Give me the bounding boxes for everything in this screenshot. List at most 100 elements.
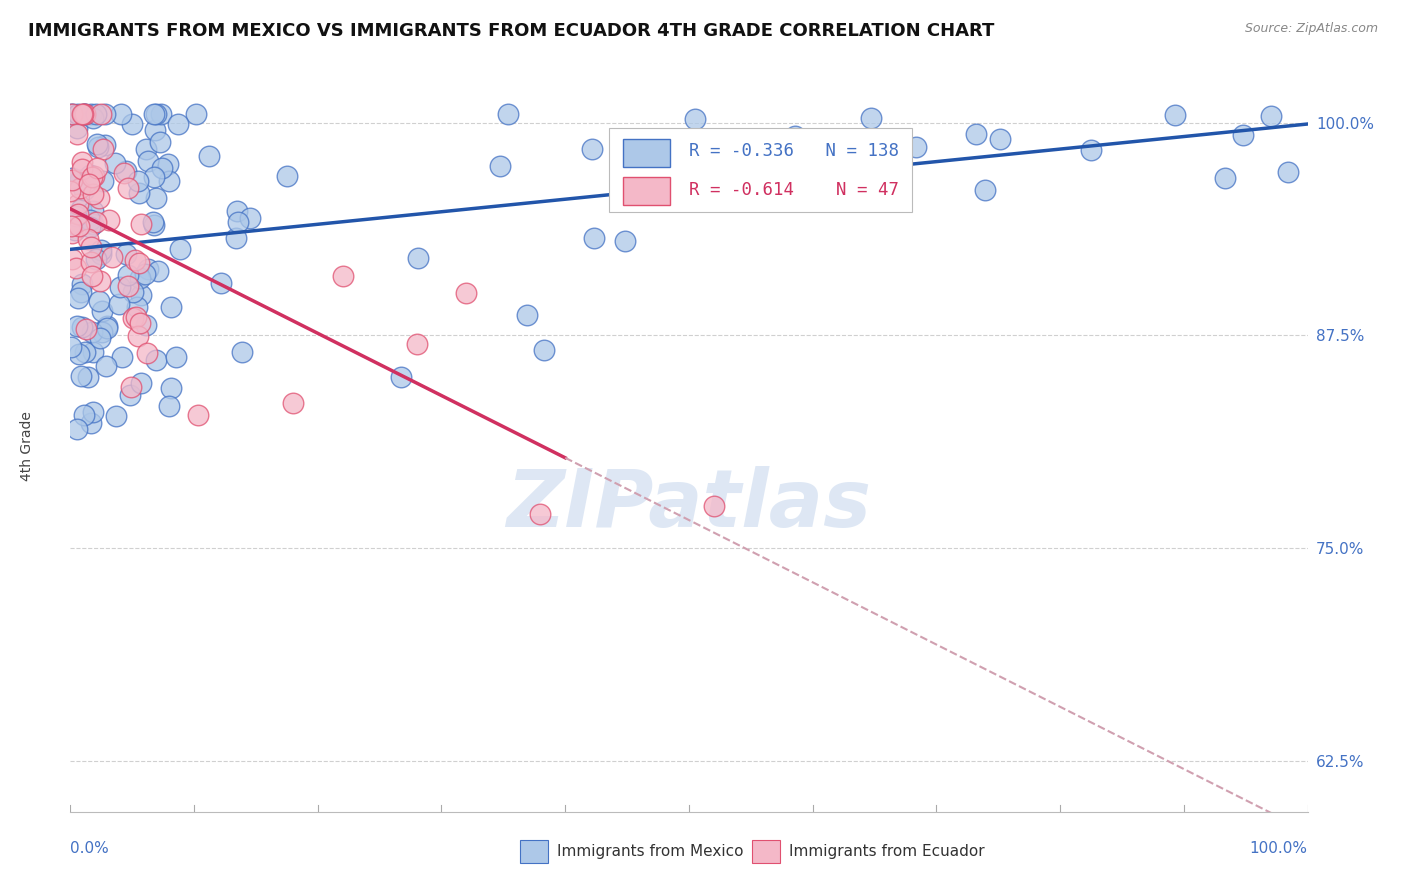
Text: R = -0.336   N = 138: R = -0.336 N = 138 [689, 143, 898, 161]
Point [77, 177, 100, 191]
Point [145, 353, 167, 368]
Point [108, 279, 131, 293]
Point [101, 250, 124, 264]
Point [128, 256, 150, 270]
Point [70, 202, 93, 216]
Point [117, 268, 139, 283]
Point [332, 268, 354, 283]
Point [145, 191, 167, 205]
Point [82, 204, 104, 219]
Point [159, 300, 181, 314]
Point [988, 132, 1011, 146]
Point [93, 174, 115, 188]
Point [60, 173, 83, 187]
Point [89, 331, 111, 345]
Point [90, 246, 112, 260]
Point [82, 345, 104, 359]
Point [70, 320, 93, 334]
Point [146, 263, 169, 277]
Point [114, 163, 136, 178]
Point [73, 184, 96, 198]
Point [121, 117, 143, 131]
Point [120, 380, 142, 394]
FancyBboxPatch shape [623, 178, 671, 205]
Point [142, 169, 165, 184]
Point [79, 169, 101, 183]
Point [70, 162, 93, 177]
Point [60, 171, 83, 186]
Point [60, 252, 83, 266]
Point [59, 219, 82, 234]
Point [67, 347, 90, 361]
Point [197, 149, 219, 163]
Point [118, 388, 141, 402]
Point [136, 346, 159, 360]
Point [225, 231, 247, 245]
Point [94, 359, 117, 373]
FancyBboxPatch shape [609, 128, 911, 212]
Point [72, 107, 94, 121]
Point [125, 300, 148, 314]
Point [127, 173, 149, 187]
Point [84, 107, 107, 121]
Point [117, 279, 139, 293]
Point [136, 154, 159, 169]
Point [496, 107, 519, 121]
Point [66, 120, 89, 135]
Point [516, 308, 538, 322]
Point [80, 240, 103, 254]
Point [142, 214, 165, 228]
Point [209, 277, 232, 291]
Point [75, 107, 97, 121]
Point [143, 122, 166, 136]
Point [82, 405, 104, 419]
Point [86, 214, 108, 228]
Point [859, 111, 882, 125]
Point [104, 409, 127, 424]
Point [69, 173, 91, 187]
Point [489, 159, 512, 173]
Point [79, 213, 101, 227]
Point [94, 137, 117, 152]
Point [582, 231, 605, 245]
Point [145, 107, 167, 121]
Point [661, 172, 683, 186]
Point [70, 154, 93, 169]
Point [63, 223, 86, 237]
Point [122, 311, 145, 326]
Point [167, 117, 190, 131]
Point [73, 107, 96, 121]
Point [66, 197, 89, 211]
Point [80, 268, 103, 283]
Point [228, 215, 250, 229]
Point [184, 107, 207, 121]
Point [129, 271, 152, 285]
Point [80, 325, 103, 339]
Point [281, 396, 304, 410]
Point [1164, 108, 1187, 122]
Point [143, 107, 166, 121]
Point [110, 107, 132, 121]
Point [231, 345, 253, 359]
Point [84, 252, 107, 266]
Point [76, 232, 98, 246]
Point [165, 351, 187, 365]
Point [1260, 109, 1282, 123]
Point [124, 253, 146, 268]
Point [89, 274, 111, 288]
Point [157, 174, 180, 188]
Point [67, 291, 90, 305]
Point [66, 207, 89, 221]
Point [69, 181, 91, 195]
Point [70, 368, 93, 383]
Point [690, 137, 713, 152]
Point [87, 294, 110, 309]
Point [59, 107, 82, 121]
Point [276, 169, 298, 183]
Point [157, 399, 180, 413]
Point [787, 179, 810, 194]
Point [135, 142, 157, 156]
Text: Immigrants from Mexico: Immigrants from Mexico [557, 845, 744, 859]
Point [124, 310, 146, 324]
Point [107, 297, 129, 311]
